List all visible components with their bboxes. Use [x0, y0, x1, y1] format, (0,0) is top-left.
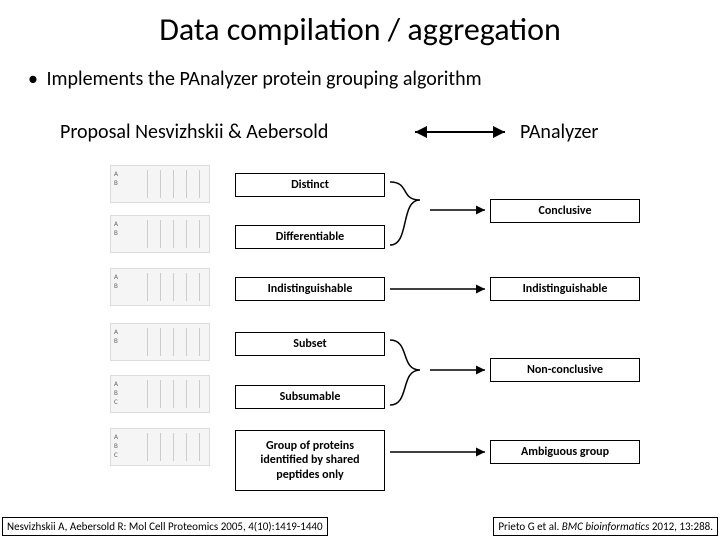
thumb-distinct: AB	[110, 165, 210, 203]
slide-title: Data compilation / aggregation	[0, 0, 720, 49]
thumb-indistinguishable: AB	[110, 268, 210, 306]
thumb-subset: AB	[110, 323, 210, 361]
bullet-text: Implements the PAnalyzer protein groupin…	[0, 49, 720, 91]
thumb-subsumable: ABC	[110, 375, 210, 413]
box-nonconclusive: Non-conclusive	[490, 358, 640, 382]
box-indistinguishable-left: Indistinguishable	[235, 277, 385, 301]
thumb-differentiable: AB	[110, 215, 210, 253]
header-left: Proposal Nesvizhskii & Aebersold	[60, 120, 328, 144]
box-distinct: Distinct	[235, 173, 385, 197]
header-right: PAnalyzer	[520, 120, 598, 144]
ref-right-suffix: 2012, 13:288.	[649, 520, 713, 533]
ref-right: Prieto G et al. BMC bioinformatics 2012,…	[493, 517, 718, 536]
box-group: Group of proteins identified by shared p…	[235, 430, 385, 491]
box-conclusive: Conclusive	[490, 199, 640, 223]
thumb-group: ABC	[110, 428, 210, 466]
ref-left: Nesvizhskii A, Aebersold R: Mol Cell Pro…	[2, 517, 328, 536]
box-differentiable: Differentiable	[235, 225, 385, 249]
ref-right-prefix: Prieto G et al.	[498, 520, 561, 533]
ref-right-italic: BMC bioinformatics	[562, 520, 650, 533]
box-subset: Subset	[235, 332, 385, 356]
box-subsumable: Subsumable	[235, 385, 385, 409]
box-indistinguishable-right: Indistinguishable	[490, 277, 640, 301]
box-ambiguous: Ambiguous group	[490, 440, 640, 464]
